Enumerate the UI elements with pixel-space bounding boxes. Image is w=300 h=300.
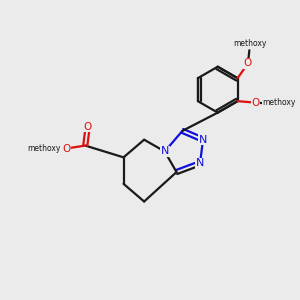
- Text: O: O: [251, 98, 260, 108]
- Text: O: O: [244, 58, 252, 68]
- Text: N: N: [160, 146, 169, 157]
- Text: methoxy: methoxy: [233, 39, 267, 48]
- Text: methoxy: methoxy: [28, 144, 61, 153]
- Text: N: N: [199, 135, 207, 145]
- Text: O: O: [62, 143, 70, 154]
- Text: O: O: [83, 122, 92, 132]
- Text: methoxy: methoxy: [262, 98, 296, 107]
- Text: N: N: [196, 158, 204, 168]
